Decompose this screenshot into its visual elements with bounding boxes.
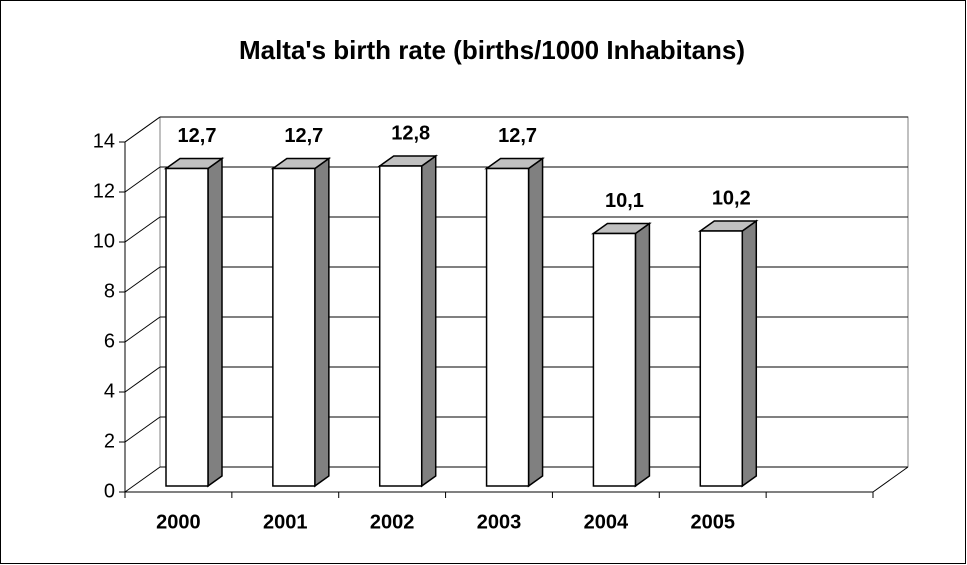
x-tick-label: 2005: [690, 511, 735, 533]
data-label: 12,7: [178, 125, 217, 147]
grid-line: [124, 366, 161, 393]
grid-line: [124, 466, 161, 493]
data-label: 10,1: [605, 190, 644, 212]
x-tick-label: 2001: [263, 511, 308, 533]
y-tick-label: 10: [93, 230, 115, 252]
floor-right: [872, 466, 909, 493]
grid-line: [124, 116, 161, 143]
x-tick-label: 2002: [370, 511, 415, 533]
y-tick-label: 0: [104, 480, 115, 502]
chart-title: Malta's birth rate (births/1000 Inhabita…: [239, 35, 745, 65]
x-tick-label: 2004: [584, 511, 629, 533]
y-tick-label: 8: [104, 280, 115, 302]
bar: [272, 167, 316, 487]
y-tick-label: 14: [93, 130, 115, 152]
y-tick-label: 12: [93, 180, 115, 202]
y-tick-label: 2: [104, 430, 115, 452]
grid-line: [124, 216, 161, 243]
x-tick-label: 2003: [477, 511, 522, 533]
bar: [378, 165, 423, 487]
data-label: 10,2: [712, 187, 751, 209]
grid-line: [124, 266, 161, 293]
bar: [165, 167, 209, 487]
x-tick-label: 2000: [156, 511, 201, 533]
data-label: 12,8: [391, 122, 430, 144]
data-label: 12,7: [498, 125, 537, 147]
y-tick-label: 4: [104, 380, 115, 402]
grid-line: [124, 166, 161, 193]
bar-side: [420, 154, 437, 488]
data-label: 12,7: [284, 125, 323, 147]
bar: [485, 167, 530, 487]
grid-line: [124, 316, 161, 343]
bar: [592, 232, 637, 487]
bar-side: [314, 157, 330, 488]
bar-side: [741, 219, 758, 488]
bar-side: [207, 157, 223, 488]
bar-side: [527, 157, 544, 488]
bar-side: [634, 222, 651, 488]
grid-line: [124, 416, 161, 443]
y-tick-label: 6: [104, 330, 115, 352]
bar: [699, 230, 744, 487]
